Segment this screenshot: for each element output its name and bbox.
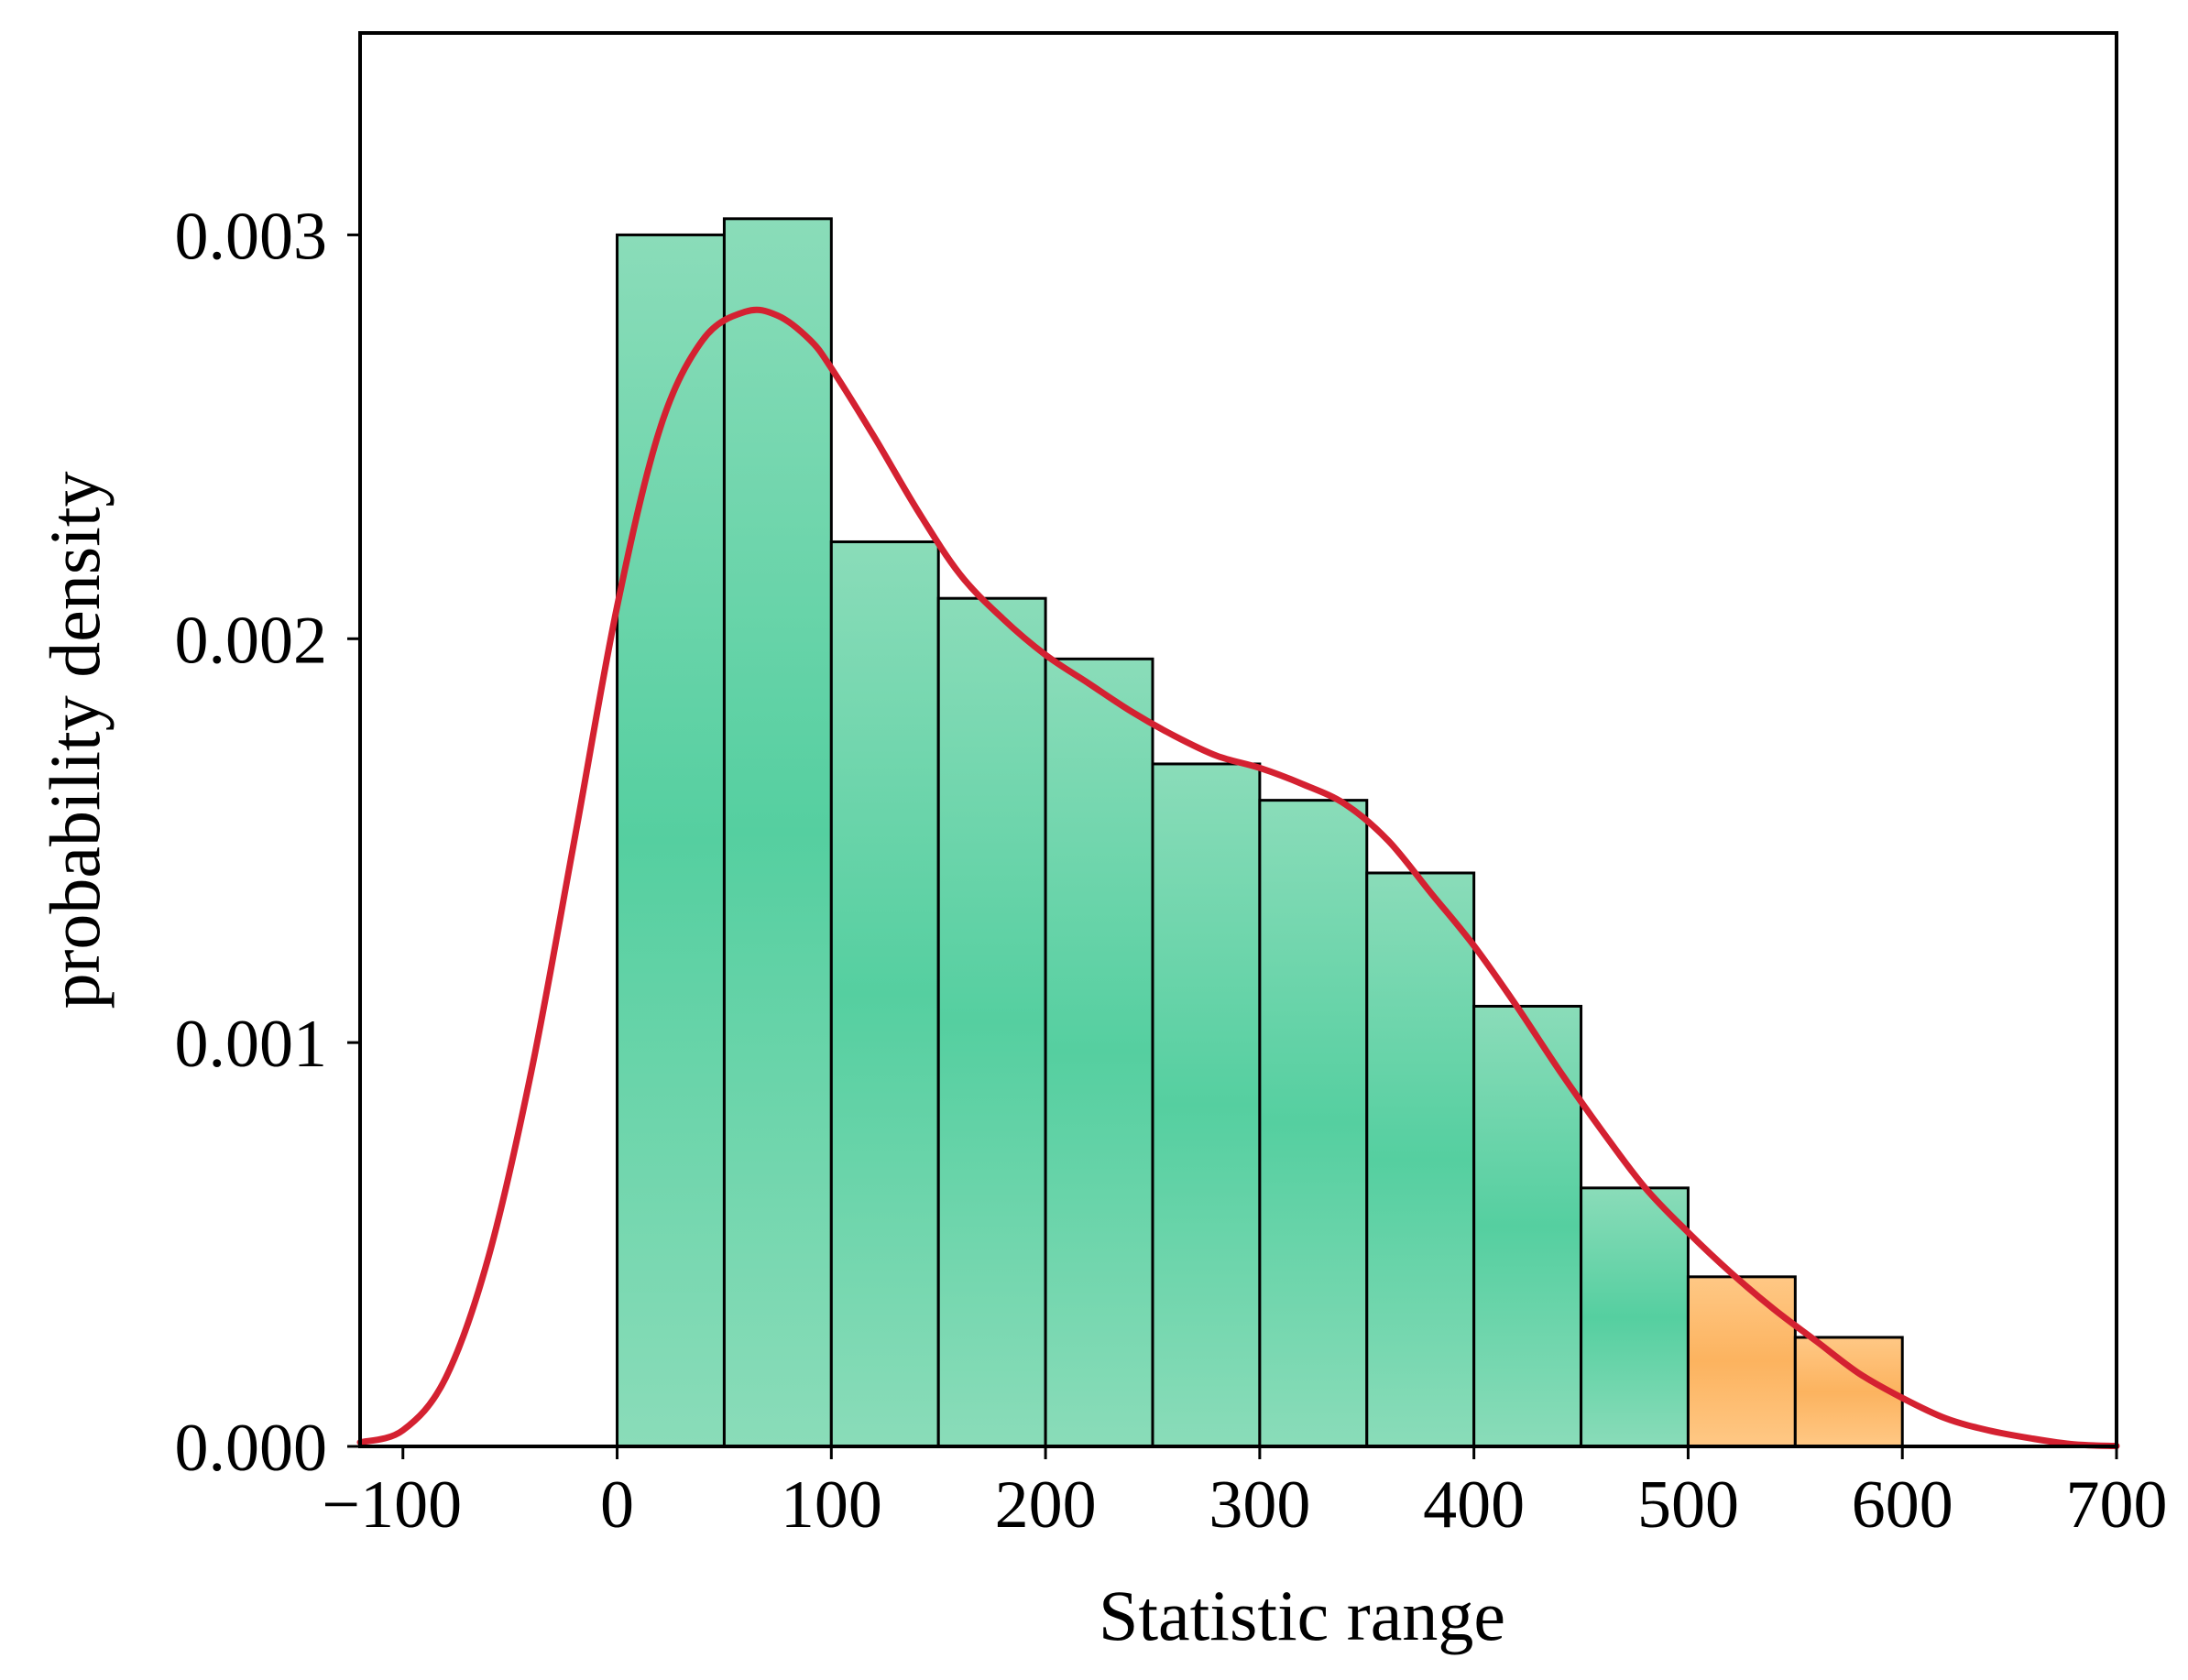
x-tick-label: 400 (1423, 1467, 1525, 1543)
histogram-bar-1 (616, 233, 726, 1448)
y-axis: 0.000 0.001 0.002 0.003 (175, 199, 360, 1486)
plot-frame (358, 31, 2118, 1448)
y-tick-label: 0.000 (175, 1411, 328, 1486)
x-axis-title: Statistic range (1099, 1576, 1505, 1655)
y-tick-label: 0.003 (175, 199, 328, 274)
histogram-bar-3 (829, 540, 940, 1448)
y-tick-label: 0.002 (175, 603, 328, 678)
x-tick-label: −100 (322, 1467, 462, 1543)
histogram-bar-10 (1580, 1186, 1690, 1448)
histogram-bar-5 (1044, 657, 1154, 1448)
x-axis: −100 0 100 200 300 400 500 600 700 (322, 1446, 2168, 1543)
histogram-bar-4 (936, 596, 1047, 1448)
x-tick-label: 300 (1209, 1467, 1310, 1543)
x-tick-label: 500 (1637, 1467, 1739, 1543)
x-tick-label: 700 (2066, 1467, 2168, 1543)
y-tick-label: 0.001 (175, 1007, 328, 1082)
x-tick-label: 100 (781, 1467, 882, 1543)
x-tick-label: 0 (600, 1467, 634, 1543)
y-axis-title: probability density (35, 471, 115, 1009)
histogram-bar-11 (1686, 1275, 1797, 1448)
x-tick-label: 200 (995, 1467, 1097, 1543)
histogram-bar-9 (1472, 1004, 1583, 1448)
histogram-bar-8 (1365, 871, 1476, 1448)
histogram-bar-6 (1151, 762, 1262, 1448)
histogram-bar-7 (1258, 799, 1369, 1448)
histogram-bar-2 (722, 217, 833, 1448)
density-curve (356, 306, 2120, 1450)
x-tick-label: 600 (1852, 1467, 1953, 1543)
bars-layer (616, 217, 1904, 1448)
curve-layer (356, 306, 2120, 1450)
